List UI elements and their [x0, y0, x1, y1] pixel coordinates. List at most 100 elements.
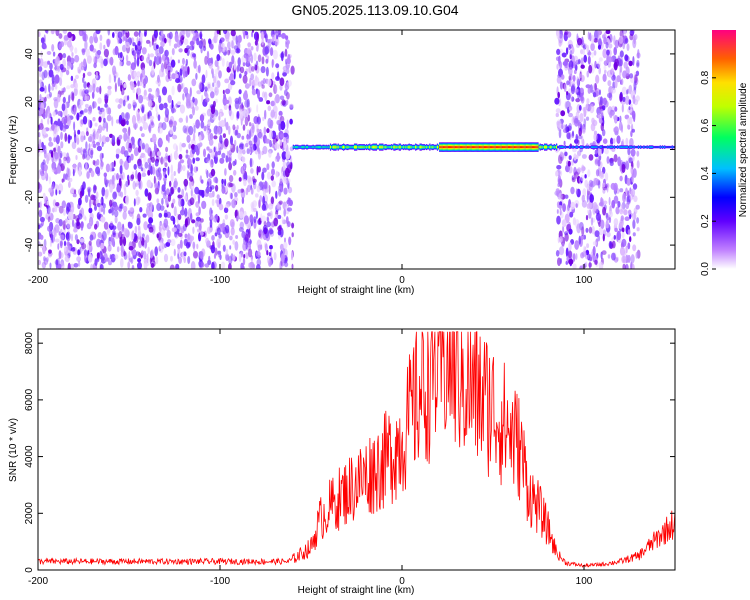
- noise-blob: [267, 105, 272, 112]
- noise-blob: [619, 175, 623, 182]
- noise-blob: [264, 109, 267, 120]
- noise-blob: [621, 227, 625, 233]
- trace-cell: [608, 146, 610, 148]
- noise-blob: [170, 153, 173, 162]
- noise-blob: [574, 88, 579, 93]
- noise-blob: [38, 31, 41, 37]
- noise-blob: [621, 255, 627, 264]
- trace-cell: [556, 146, 558, 148]
- noise-blob: [163, 218, 169, 228]
- trace-cell: [415, 146, 417, 148]
- noise-blob: [286, 207, 293, 212]
- trace-cell: [452, 146, 454, 148]
- trace-cell: [594, 146, 596, 148]
- noise-blob: [214, 151, 218, 158]
- trace-cell: [529, 146, 531, 148]
- trace-cell: [388, 146, 391, 148]
- noise-blob: [282, 65, 288, 72]
- trace-cell: [370, 146, 372, 148]
- noise-blob: [88, 207, 93, 214]
- noise-blob: [175, 263, 180, 269]
- noise-blob: [249, 143, 255, 153]
- noise-blob: [198, 142, 203, 148]
- noise-blob: [39, 200, 43, 210]
- noise-blob: [238, 89, 242, 95]
- noise-blob: [255, 46, 259, 52]
- noise-blob: [147, 169, 151, 176]
- snr-ytick-label: 4000: [24, 445, 35, 468]
- noise-blob: [271, 168, 275, 176]
- noise-blob: [158, 103, 164, 111]
- noise-blob: [246, 47, 251, 55]
- noise-blob: [161, 184, 166, 192]
- noise-blob: [581, 128, 586, 134]
- trace-cell: [385, 146, 387, 148]
- noise-blob: [229, 144, 233, 149]
- noise-blob: [627, 107, 633, 114]
- noise-blob: [574, 117, 579, 127]
- noise-blob: [232, 124, 236, 131]
- noise-blob: [188, 143, 192, 150]
- noise-blob: [210, 105, 216, 115]
- noise-blob: [604, 69, 607, 74]
- noise-blob: [48, 141, 54, 147]
- noise-blob: [588, 64, 593, 74]
- noise-blob: [107, 30, 111, 36]
- noise-blob: [135, 189, 139, 197]
- noise-blob: [600, 108, 604, 115]
- trace-cell: [610, 146, 612, 148]
- trace-cell: [542, 146, 545, 148]
- noise-blob: [607, 92, 612, 99]
- trace-cell: [352, 146, 355, 148]
- trace-cell: [404, 146, 406, 148]
- noise-blob: [136, 48, 142, 55]
- noise-blob: [101, 187, 106, 197]
- noise-blob: [591, 117, 595, 124]
- noise-blob: [123, 36, 127, 41]
- noise-blob: [57, 243, 60, 250]
- trace-cell: [491, 146, 493, 148]
- noise-blob: [177, 243, 181, 250]
- trace-cell: [387, 146, 389, 148]
- noise-blob: [218, 203, 224, 211]
- noise-blob: [54, 238, 60, 243]
- noise-blob: [610, 137, 614, 146]
- noise-blob: [224, 99, 230, 104]
- noise-blob: [618, 35, 624, 44]
- noise-blob: [584, 174, 587, 179]
- noise-blob: [629, 137, 634, 148]
- noise-blob: [58, 33, 63, 39]
- noise-blob: [271, 161, 275, 169]
- snr-xtick-label: 0: [399, 576, 405, 587]
- noise-blob: [114, 82, 117, 93]
- trace-cell: [586, 146, 588, 148]
- noise-blob: [101, 141, 104, 148]
- noise-blob: [268, 92, 273, 98]
- colorbar-tick-label: 0.6: [700, 118, 711, 132]
- noise-blob: [88, 84, 93, 93]
- noise-blob: [127, 222, 133, 229]
- noise-blob: [229, 219, 235, 228]
- noise-blob: [215, 98, 218, 103]
- noise-blob: [284, 261, 289, 268]
- trace-cell: [541, 146, 543, 148]
- noise-blob: [73, 263, 79, 268]
- noise-blob: [203, 148, 206, 158]
- noise-blob: [230, 135, 233, 146]
- noise-blob: [116, 246, 120, 253]
- snr-ytick-label: 8000: [24, 332, 35, 355]
- noise-blob: [62, 87, 66, 93]
- noise-blob: [628, 106, 631, 111]
- noise-blob: [589, 256, 593, 262]
- noise-blob: [169, 264, 175, 269]
- trace-cell: [486, 146, 488, 148]
- noise-blob: [38, 138, 42, 149]
- noise-blob: [164, 107, 169, 118]
- noise-blob: [597, 146, 602, 157]
- trace-cell: [631, 146, 633, 148]
- noise-blob: [243, 172, 248, 182]
- noise-blob: [100, 198, 103, 204]
- noise-blob: [124, 112, 130, 121]
- trace-cell: [549, 146, 551, 148]
- trace-cell: [384, 146, 386, 148]
